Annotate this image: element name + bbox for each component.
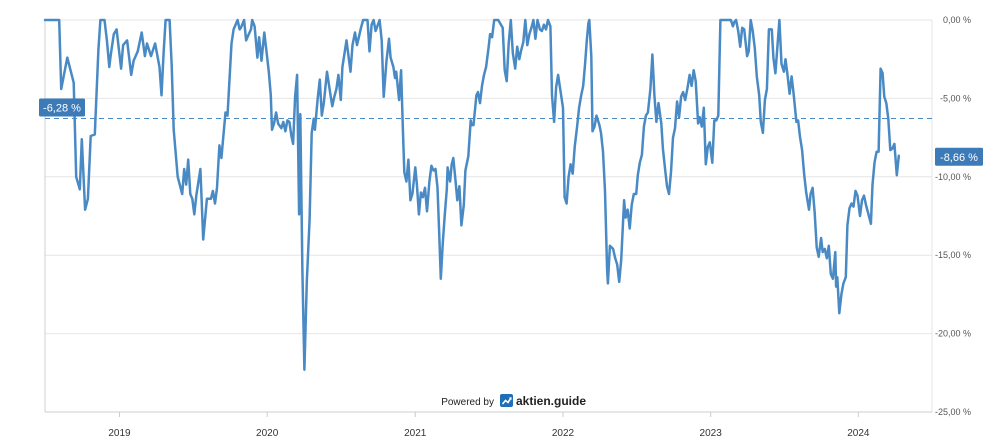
last-value-badge-background	[935, 147, 983, 166]
y-tick-label: -20,00 %	[935, 329, 971, 339]
x-tick-label: 2023	[700, 428, 723, 439]
reference-value-badge: -6,28 %	[39, 98, 85, 117]
x-tick-label: 2022	[552, 428, 575, 439]
powered-by-label: Powered by	[441, 397, 494, 408]
powered-by-branding[interactable]: Powered by aktien.guide	[441, 394, 586, 408]
y-tick-label: 0,00 %	[943, 15, 971, 25]
value-badges: -6,28 % -8,66 %	[39, 98, 983, 166]
x-axis-ticks: 2019 2020 2021 2022 2023 2024	[108, 412, 870, 439]
y-tick-label: -25,00 %	[935, 407, 971, 417]
last-value-badge: -8,66 %	[935, 147, 983, 166]
trend-chart-icon	[500, 394, 513, 407]
x-tick-label: 2024	[847, 428, 870, 439]
series-group[interactable]	[43, 18, 901, 371]
x-tick-label: 2021	[404, 428, 427, 439]
y-axis-ticks: 0,00 % -5,00 % -10,00 % -15,00 % -20,00 % -25…	[935, 15, 971, 417]
reference-value-badge-label: -6,28 %	[43, 102, 81, 114]
last-value-badge-label: -8,66 %	[940, 152, 978, 164]
brand-name: aktien.guide	[516, 394, 586, 408]
y-tick-label: -15,00 %	[935, 250, 971, 260]
series-line[interactable]	[43, 18, 901, 371]
y-tick-label: -5,00 %	[940, 93, 971, 103]
x-tick-label: 2020	[256, 428, 279, 439]
y-tick-label: -10,00 %	[935, 172, 971, 182]
x-tick-label: 2019	[108, 428, 131, 439]
grid-lines	[44, 19, 933, 413]
reference-value-badge-background	[39, 98, 85, 117]
